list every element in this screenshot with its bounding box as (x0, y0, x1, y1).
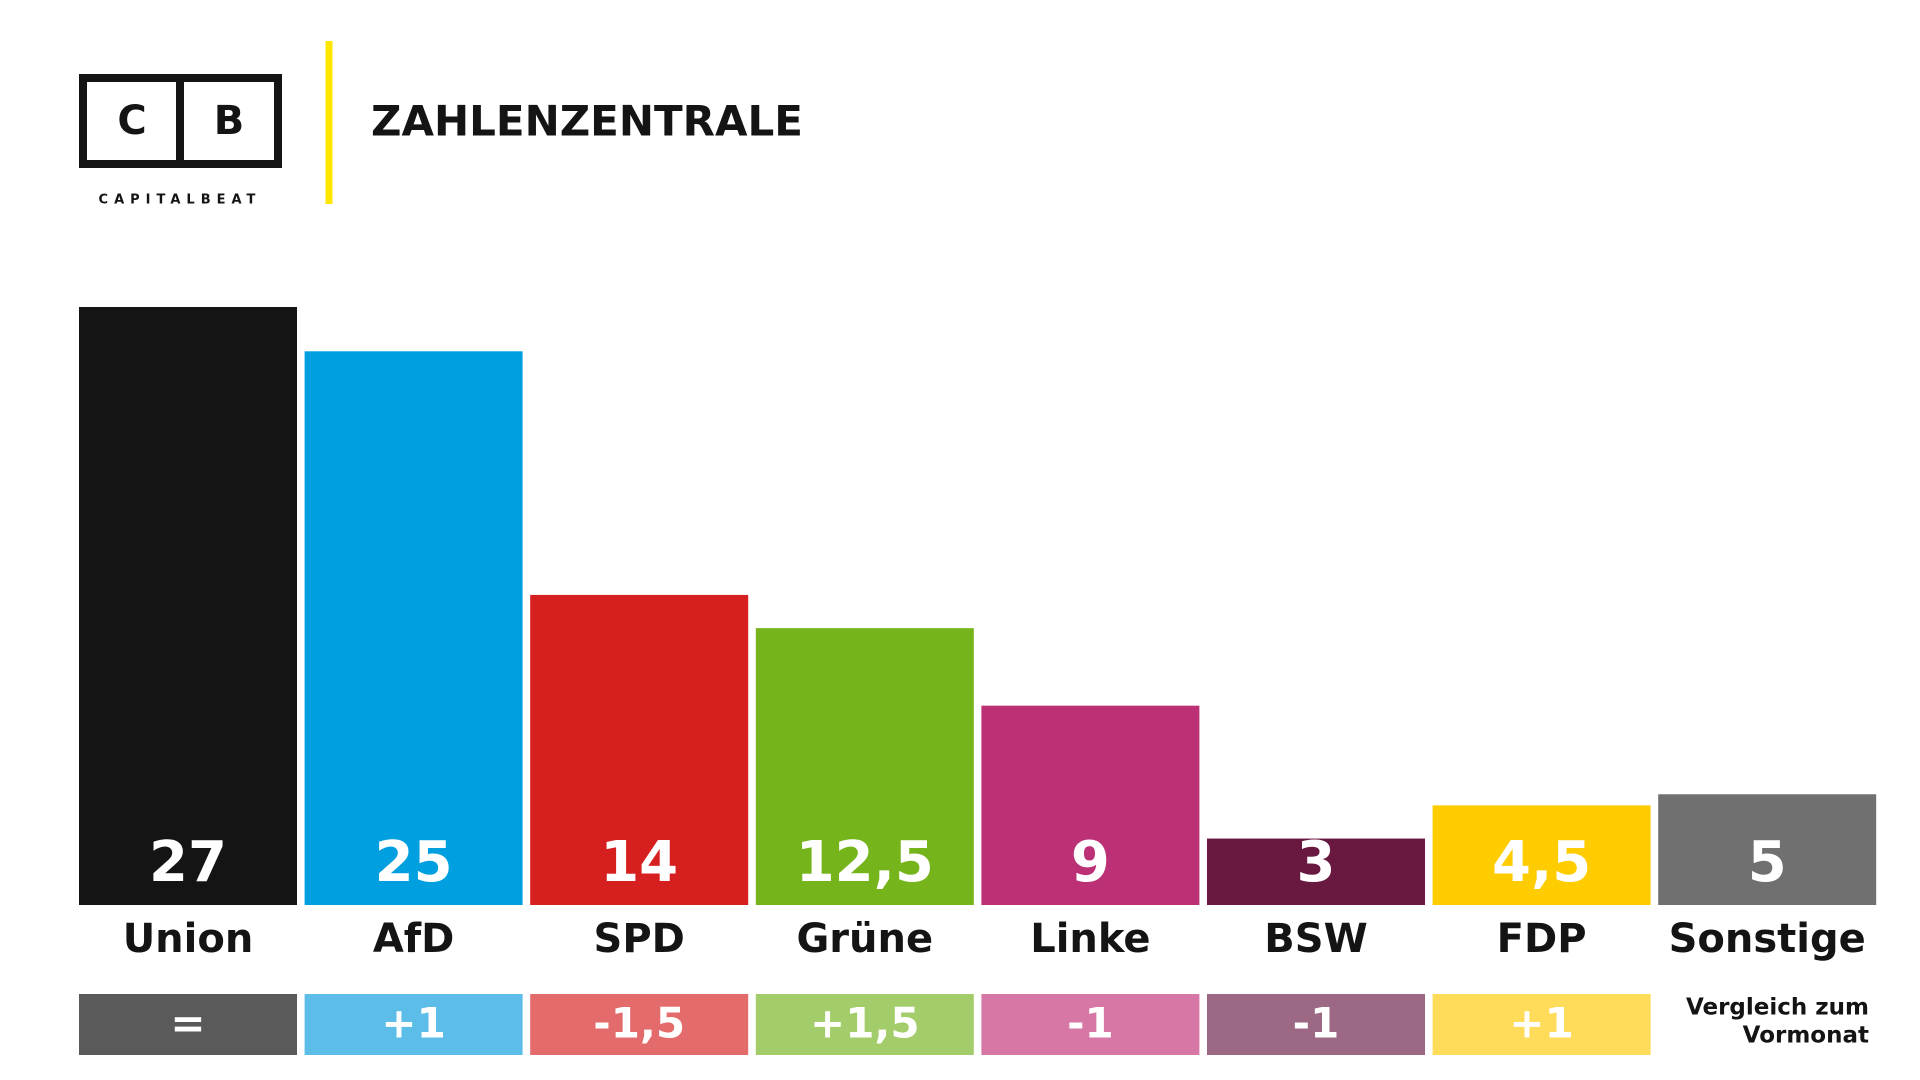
category-label: Linke (1030, 916, 1150, 962)
bar (755, 628, 974, 905)
change-label: +1,5 (810, 999, 920, 1048)
value-label: 3 (1297, 830, 1336, 895)
change-label: = (170, 999, 205, 1048)
change-box (79, 994, 297, 1055)
bar (981, 705, 1200, 905)
brand: CAPITALBEAT (99, 193, 262, 208)
logo-letter: B (214, 98, 245, 144)
value-label: 25 (375, 830, 453, 895)
bar (530, 594, 749, 905)
change-label: -1 (1293, 999, 1340, 1048)
change-label: +1 (1509, 999, 1573, 1048)
change-note: Vergleich zum (1686, 995, 1869, 1021)
change-label: -1,5 (593, 999, 685, 1048)
change-box (530, 994, 749, 1055)
bar (79, 307, 297, 905)
value-label: 27 (149, 830, 227, 895)
change-box (304, 994, 523, 1055)
logo: C B CAPITALBEAT (79, 74, 282, 208)
bar (1432, 805, 1651, 905)
category-label: FDP (1497, 916, 1587, 962)
value-label: 9 (1071, 830, 1110, 895)
category-label: Grüne (796, 916, 933, 962)
value-label: 5 (1748, 830, 1787, 895)
category-label: AfD (373, 916, 455, 962)
category-label: Union (123, 916, 254, 962)
logo-letter: C (117, 98, 146, 144)
value-label: 12,5 (796, 830, 934, 895)
value-label: 4,5 (1492, 830, 1591, 895)
category-label: Sonstige (1669, 916, 1866, 962)
change-box (755, 994, 974, 1055)
value-label: 14 (600, 830, 678, 895)
change-box (1207, 994, 1425, 1055)
change-label: -1 (1067, 999, 1114, 1048)
change-box (981, 994, 1200, 1055)
category-label: SPD (594, 916, 685, 962)
bar (1207, 838, 1425, 905)
category-label: BSW (1264, 916, 1367, 962)
change-note: Vormonat (1743, 1023, 1869, 1049)
change-label: +1 (381, 999, 445, 1048)
page-title: ZAHLENZENTRALE (371, 97, 803, 146)
change-box (1432, 994, 1651, 1055)
bar (304, 351, 523, 906)
bar (1658, 794, 1877, 905)
